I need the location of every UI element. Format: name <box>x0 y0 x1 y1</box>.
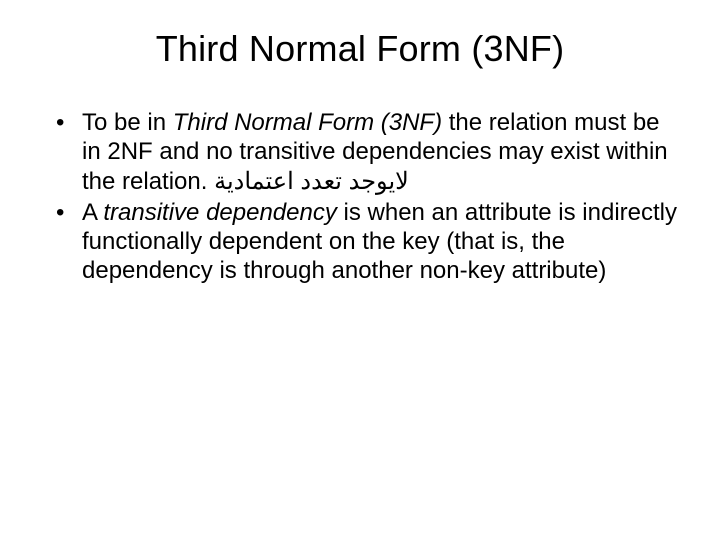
bullet-item-1: To be in Third Normal Form (3NF) the rel… <box>52 108 680 196</box>
bullet-list: To be in Third Normal Form (3NF) the rel… <box>52 108 680 286</box>
bullet2-emph: transitive dependency <box>103 199 336 226</box>
slide-title: Third Normal Form (3NF) <box>40 28 680 70</box>
bullet1-emph: Third Normal Form (3NF) <box>173 109 442 136</box>
bullet1-pre: To be in <box>82 109 173 136</box>
bullet2-pre: A <box>82 199 103 226</box>
slide: Third Normal Form (3NF) To be in Third N… <box>0 0 720 540</box>
bullet1-arabic: لايوجد تعدد اعتمادية <box>214 168 409 195</box>
bullet-item-2: A transitive dependency is when an attri… <box>52 198 680 286</box>
